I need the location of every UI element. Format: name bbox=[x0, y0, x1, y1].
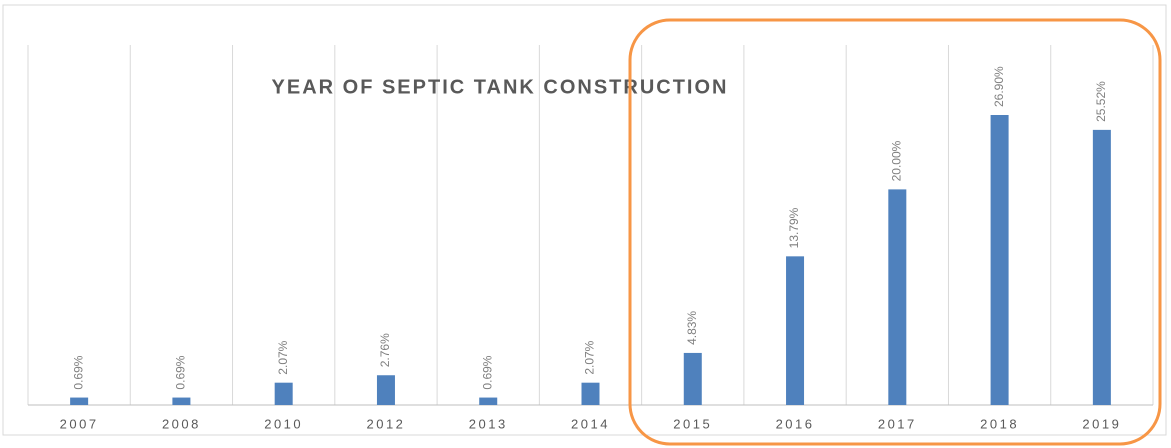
x-tick-label: 2008 bbox=[162, 416, 201, 431]
x-tick-label: 2019 bbox=[1082, 416, 1121, 431]
data-label: 0.69% bbox=[174, 355, 188, 389]
bar bbox=[376, 375, 395, 405]
bar bbox=[1092, 129, 1111, 405]
data-label: 2.07% bbox=[276, 340, 290, 374]
x-tick-label: 2017 bbox=[878, 416, 917, 431]
x-tick-label: 2014 bbox=[571, 416, 610, 431]
data-label: 2.07% bbox=[583, 340, 597, 374]
chart-border bbox=[2, 4, 1167, 436]
x-tick-label: 2018 bbox=[980, 416, 1019, 431]
data-label: 13.79% bbox=[787, 207, 801, 248]
data-label: 2.76% bbox=[378, 333, 392, 367]
data-label: 0.69% bbox=[71, 355, 85, 389]
data-label: 4.83% bbox=[685, 311, 699, 345]
x-tick-label: 2012 bbox=[366, 416, 405, 431]
data-label: 20.00% bbox=[889, 140, 903, 181]
bar bbox=[888, 189, 907, 405]
bar bbox=[70, 397, 89, 405]
bar bbox=[274, 382, 293, 405]
x-tick-label: 2010 bbox=[264, 416, 303, 431]
bar bbox=[786, 256, 805, 405]
bar bbox=[990, 115, 1009, 405]
data-label: 26.90% bbox=[992, 66, 1006, 107]
x-tick-label: 2007 bbox=[60, 416, 99, 431]
bar bbox=[479, 397, 498, 405]
bar bbox=[172, 397, 191, 405]
x-tick-label: 2015 bbox=[673, 416, 712, 431]
category-dividers bbox=[27, 45, 1154, 405]
x-tick-label: 2013 bbox=[469, 416, 508, 431]
data-label: 0.69% bbox=[480, 355, 494, 389]
chart-title: YEAR OF SEPTIC TANK CONSTRUCTION bbox=[272, 76, 729, 98]
x-tick-label: 2016 bbox=[776, 416, 815, 431]
bar bbox=[683, 352, 702, 405]
bar bbox=[581, 382, 600, 405]
data-label: 25.52% bbox=[1094, 81, 1108, 122]
highlight-outline bbox=[628, 18, 1162, 446]
